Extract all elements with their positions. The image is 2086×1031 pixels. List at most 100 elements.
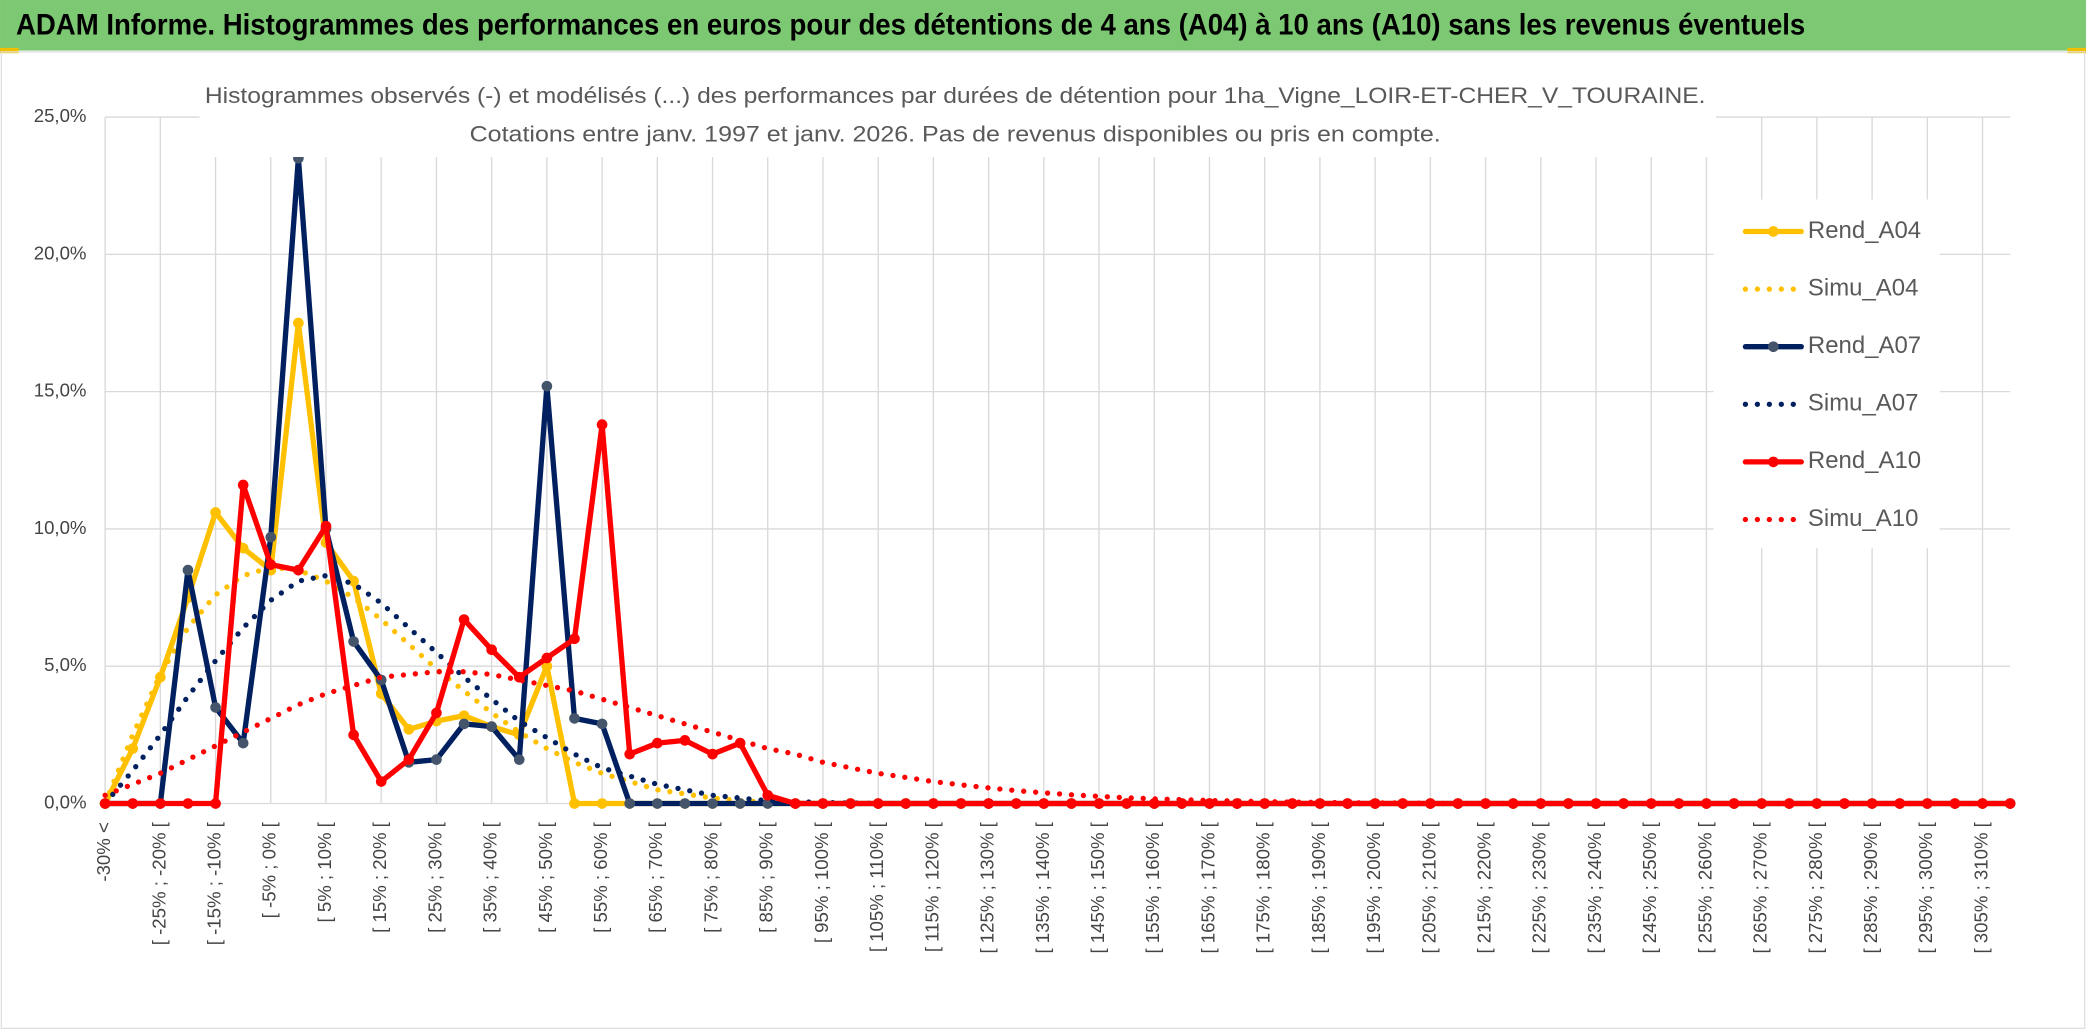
series-marker — [1093, 798, 1105, 809]
series-marker — [1839, 798, 1850, 809]
series-marker — [651, 737, 663, 749]
x-tick-label: [ 305% ; 310% [ — [1970, 821, 1991, 953]
series-marker — [1038, 798, 1050, 809]
series-marker — [845, 798, 856, 809]
series-marker — [431, 707, 442, 719]
series-marker — [210, 798, 221, 809]
series-marker — [127, 743, 139, 754]
series-marker — [624, 798, 636, 809]
y-tick-label: 5,0% — [44, 654, 86, 675]
series-marker — [541, 660, 553, 672]
series-marker — [348, 575, 359, 587]
series-marker — [486, 644, 497, 656]
series-marker — [872, 798, 884, 809]
series-marker — [265, 531, 277, 543]
series-marker — [790, 798, 801, 809]
chart-title: ADAM Informe. Histogrammes des performan… — [16, 9, 1805, 41]
series-marker — [210, 507, 221, 518]
x-tick-label: [ 215% ; 220% [ — [1473, 821, 1494, 953]
y-tick-label: 15,0% — [34, 380, 87, 401]
series-marker — [1811, 798, 1823, 809]
y-tick-label: 0,0% — [44, 791, 86, 812]
series-marker — [1645, 798, 1657, 809]
series-marker — [1756, 798, 1767, 809]
series-marker — [375, 776, 387, 787]
y-tick-label: 25,0% — [34, 105, 87, 126]
x-tick-label: [ 165% ; 170% [ — [1197, 821, 1218, 953]
series-marker — [1066, 798, 1077, 809]
series-marker — [348, 729, 359, 741]
x-tick-label: [ 85% ; 90% [ — [756, 821, 777, 933]
x-tick-label: [ 185% ; 190% [ — [1308, 821, 1329, 953]
x-tick-label: [ 25% ; 30% [ — [424, 821, 445, 933]
series-marker — [2004, 798, 2016, 809]
x-tick-label: [ 275% ; 280% [ — [1805, 821, 1826, 953]
series-marker — [1369, 798, 1381, 809]
series-marker — [210, 702, 221, 713]
chart-subtitle: Histogrammes observés (-) et modélisés (… — [205, 83, 1706, 108]
series-marker — [679, 798, 691, 809]
legend-label: Simu_A10 — [1808, 505, 1918, 532]
series-marker — [458, 614, 470, 625]
series-marker — [403, 754, 415, 765]
legend-marker — [1768, 341, 1779, 353]
x-tick-label: [ 295% ; 300% [ — [1915, 821, 1936, 953]
series-marker — [1480, 798, 1491, 809]
series-marker — [928, 798, 939, 809]
legend-label: Rend_A04 — [1808, 217, 1921, 244]
series-marker — [155, 798, 166, 809]
series-marker — [237, 479, 249, 491]
x-tick-label: [ 235% ; 240% [ — [1584, 821, 1605, 953]
series-marker — [265, 559, 277, 570]
series-marker — [569, 713, 580, 724]
series-marker — [458, 718, 470, 730]
series-marker — [707, 798, 718, 809]
series-marker — [1563, 798, 1574, 809]
series-marker — [707, 748, 718, 760]
series-marker — [182, 564, 194, 576]
x-tick-label: [ 15% ; 20% [ — [369, 821, 390, 933]
x-tick-label: [ 115% ; 120% [ — [921, 821, 942, 952]
series-marker — [541, 652, 553, 664]
y-tick-label: 10,0% — [34, 517, 87, 538]
x-tick-label: [ 35% ; 40% [ — [480, 821, 501, 933]
series-marker — [127, 798, 139, 809]
series-marker — [651, 798, 663, 809]
x-tick-label: [ 105% ; 110% [ — [866, 821, 887, 952]
series-marker — [1921, 798, 1933, 809]
series-marker — [1728, 798, 1740, 809]
series-marker — [955, 798, 967, 809]
series-marker — [1121, 798, 1132, 809]
series-marker — [734, 798, 746, 809]
x-tick-label: [ 65% ; 70% [ — [645, 821, 666, 933]
corner — [2067, 47, 2086, 54]
series-marker — [1010, 798, 1022, 809]
series-line — [102, 564, 2013, 807]
series-marker — [403, 724, 415, 735]
series-marker — [486, 721, 497, 732]
series-marker — [293, 317, 304, 329]
series-marker — [762, 789, 774, 801]
series-marker — [817, 798, 829, 809]
legend: Rend_A04 Simu_A04 Rend_A07 Simu_A07 Rend_A10… — [1713, 199, 1940, 549]
legend-label: Rend_A07 — [1808, 332, 1921, 359]
x-tick-label: [ 125% ; 130% [ — [977, 821, 998, 953]
series-marker — [679, 735, 691, 746]
series-marker — [348, 636, 359, 647]
series-marker — [293, 564, 304, 576]
x-tick-label: [ 75% ; 80% [ — [700, 821, 721, 933]
x-tick-label: [ 135% ; 140% [ — [1032, 821, 1053, 953]
series-marker — [596, 419, 608, 430]
x-tick-label: [ 265% ; 270% [ — [1750, 821, 1771, 953]
y-tick-label: 20,0% — [34, 242, 87, 263]
x-tick-label: [ -15% ; -10% [ — [203, 821, 224, 945]
x-tick-label: [ 255% ; 260% [ — [1694, 821, 1715, 953]
series-marker — [237, 737, 249, 749]
series-marker — [155, 671, 166, 683]
subtitle-background — [199, 77, 1717, 157]
corner — [0, 47, 19, 54]
series-marker — [569, 633, 580, 645]
x-tick-label: [ 225% ; 230% [ — [1529, 821, 1550, 953]
series-marker — [983, 798, 994, 809]
